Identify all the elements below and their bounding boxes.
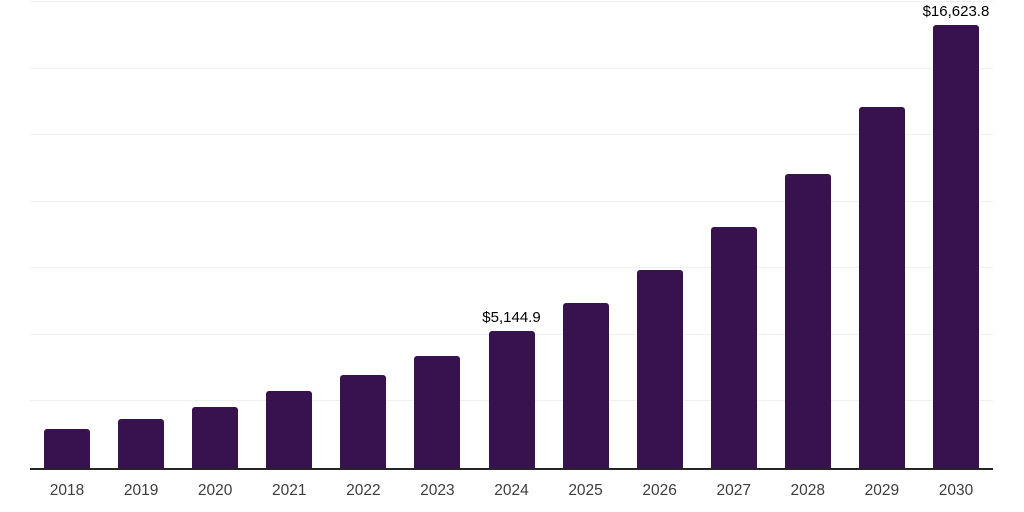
gridline <box>30 200 993 202</box>
gridline <box>30 134 993 136</box>
bar-2026 <box>636 270 683 468</box>
bar-2027 <box>710 226 757 468</box>
x-tick-label-2018: 2018 <box>49 482 85 499</box>
gridline <box>30 267 993 269</box>
x-tick-label-2023: 2023 <box>420 482 455 499</box>
plot-area: $5,144.9 $16,623.8 <box>30 1 993 470</box>
x-tick-label-2019: 2019 <box>123 482 159 499</box>
gridline <box>30 1 993 2</box>
bar-2029 <box>858 106 905 468</box>
x-tick-label-2024: 2024 <box>494 482 529 499</box>
gridline <box>30 67 993 69</box>
bar-2028 <box>784 173 831 468</box>
bar-2020 <box>192 407 239 468</box>
bar-2024 <box>488 331 535 468</box>
bar-2021 <box>266 391 313 468</box>
bar-2022 <box>340 375 387 468</box>
bar-2018 <box>44 429 91 468</box>
x-tick-label-2021: 2021 <box>272 482 307 499</box>
x-tick-label-2027: 2027 <box>716 482 751 499</box>
bar-2019 <box>118 419 165 468</box>
x-tick-label-2020: 2020 <box>197 482 233 499</box>
bar-2030 <box>932 25 979 468</box>
x-tick-label-2026: 2026 <box>642 482 677 499</box>
bar-value-label-2030: $16,623.8 <box>922 3 990 21</box>
bar-value-label-2024: $5,144.9 <box>482 309 541 326</box>
x-tick-label-2029: 2029 <box>864 482 900 499</box>
x-tick-label-2025: 2025 <box>568 482 603 499</box>
x-tick-label-2022: 2022 <box>346 482 381 499</box>
x-tick-label-2030: 2030 <box>938 482 974 499</box>
bar-2025 <box>562 303 609 468</box>
x-axis-labels: 2018 2019 2020 2021 2022 2023 2024 2025 2026 2027… <box>30 481 993 505</box>
x-tick-label-2028: 2028 <box>790 482 826 499</box>
bar-2023 <box>414 356 461 468</box>
